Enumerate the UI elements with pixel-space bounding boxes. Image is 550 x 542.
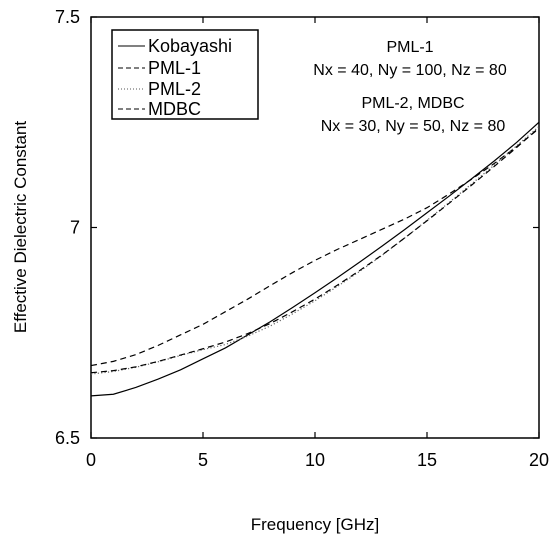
series-line-kobayashi [90,121,540,397]
legend-box [111,29,259,120]
x-axis-title: Frequency [GHz] [251,515,380,534]
annotation-pml1-grid: Nx = 40, Ny = 100, Nz = 80 [313,62,507,79]
series-line-mdbc [90,127,540,374]
axis-ticks [90,16,540,439]
x-tick-label: 5 [198,450,208,470]
y-axis-title: Effective Dielectric Constant [11,121,30,334]
legend-label-kobayashi: Kobayashi [148,36,232,56]
legend: Kobayashi PML-1 PML-2 MDBC [111,29,259,120]
legend-label-pml2: PML-2 [148,79,201,99]
annotation-pml1-title: PML-1 [386,39,433,56]
x-tick-label: 15 [417,450,437,470]
series-line-pml-2 [90,126,540,375]
y-tick-label: 7 [70,218,80,238]
annotation-pml2-mdbc-grid: Nx = 30, Ny = 50, Nz = 80 [321,118,506,135]
axis-tick-labels: 0 5 10 15 20 6.5 7 7.5 [55,7,549,470]
legend-label-mdbc: MDBC [148,99,201,119]
x-tick-label: 0 [86,450,96,470]
y-tick-label: 7.5 [55,7,80,27]
y-tick-label: 6.5 [55,428,80,448]
x-tick-label: 20 [529,450,549,470]
annotation-pml2-mdbc-title: PML-2, MDBC [361,95,464,112]
series-line-pml-1 [90,128,540,367]
series-lines [90,121,540,397]
legend-label-pml1: PML-1 [148,58,201,78]
x-tick-label: 10 [305,450,325,470]
